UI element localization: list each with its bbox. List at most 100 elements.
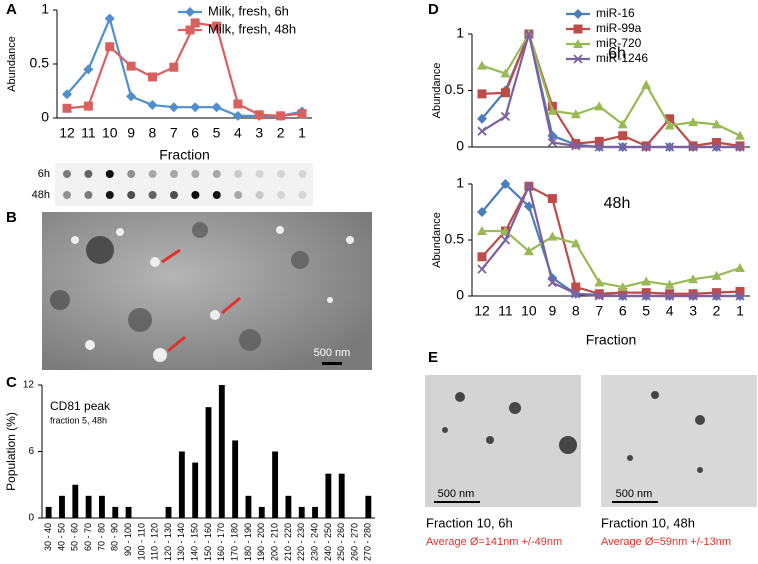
panel-letter: C (6, 374, 17, 391)
x-tick-label: 40 - 50 (56, 523, 66, 551)
x-tick-label: 5 (642, 303, 650, 319)
marker (500, 235, 511, 245)
particle (346, 236, 354, 244)
x-tick-label: 12 (59, 125, 75, 141)
x-tick-label: 3 (255, 125, 263, 141)
blot-dot (234, 170, 243, 178)
y-tick-label: 0.5 (30, 55, 50, 71)
caption: Fraction 10, 6h (426, 515, 513, 530)
panel-letter: B (6, 209, 17, 226)
x-tick-label: 1 (736, 303, 744, 319)
x-tick-label: 1 (298, 125, 306, 141)
particle (442, 427, 448, 433)
annotation: fraction 5, 48h (50, 415, 107, 425)
marker (571, 282, 581, 292)
y-tick-label: 1 (456, 25, 464, 41)
marker (664, 279, 675, 289)
marker (570, 238, 581, 248)
em-particles (442, 391, 705, 473)
marker (477, 113, 487, 124)
particle (153, 348, 167, 362)
scale-label: 500 nm (314, 347, 351, 359)
bar (112, 506, 119, 518)
marker (147, 72, 157, 82)
panel-letter: A (6, 1, 17, 18)
em-particles (50, 222, 354, 362)
blot-dot (105, 191, 114, 199)
y-tick-label: 6 (28, 446, 34, 457)
marker (168, 102, 179, 113)
marker (573, 9, 583, 19)
blot-dot (63, 170, 71, 178)
blot-dot (255, 170, 264, 178)
x-tick-label: 8 (572, 303, 580, 319)
blot-dot (191, 170, 200, 178)
marker (147, 100, 158, 111)
marker (735, 287, 745, 297)
marker (594, 136, 604, 146)
bar (285, 495, 292, 518)
marker (711, 291, 722, 301)
y-tick-label: 0 (41, 109, 49, 125)
marker (688, 142, 698, 152)
marker (83, 101, 93, 111)
particle (627, 455, 633, 461)
blot-dot (212, 170, 221, 178)
caption: Fraction 10, 48h (601, 515, 695, 530)
marker (232, 110, 243, 121)
y-axis-label: Abundance (6, 36, 18, 92)
particle (651, 391, 659, 399)
marker (571, 141, 581, 151)
x-axis-label: Fraction (586, 332, 637, 348)
y-tick-label: 0 (456, 138, 464, 154)
marker (641, 79, 652, 89)
marker (617, 119, 628, 129)
caption-average: Average Ø=59nm +/-13nm (601, 536, 731, 548)
marker (711, 270, 722, 280)
marker (618, 291, 628, 301)
x-tick-label: 7 (595, 303, 603, 319)
blot-dot (298, 191, 307, 199)
marker (62, 89, 72, 100)
marker (688, 117, 699, 127)
x-tick-label: 50 - 60 (70, 523, 80, 551)
scale-label: 500 nm (438, 488, 475, 500)
marker (547, 277, 558, 288)
blot-dot (127, 170, 136, 178)
blot-dot (255, 191, 264, 199)
particle (291, 251, 309, 269)
blot-dots (63, 170, 307, 199)
annotation: 6h (608, 45, 626, 62)
marker (665, 289, 675, 299)
line (481, 185, 740, 298)
particle (486, 436, 494, 444)
marker (735, 291, 745, 301)
marker (500, 111, 511, 122)
x-tick-label: 160 - 170 (216, 523, 226, 561)
particle (695, 415, 705, 425)
marker (547, 137, 558, 148)
bar (85, 495, 92, 518)
marker (571, 289, 581, 299)
y-tick-label: 0 (456, 287, 464, 303)
marker (126, 91, 137, 102)
blot-dot (191, 191, 200, 199)
x-tick-label: 220 - 230 (296, 523, 306, 561)
marker (618, 288, 628, 298)
marker (524, 29, 534, 39)
bar (258, 506, 265, 518)
x-tick-label: 4 (666, 303, 674, 319)
caption-average: Average Ø=141nm +/-49nm (426, 536, 562, 548)
panel-letter: E (428, 349, 438, 366)
blot-dot (63, 191, 71, 199)
bar (72, 484, 79, 518)
bar (325, 473, 332, 518)
blot-dot (84, 170, 93, 178)
em-image (425, 375, 581, 507)
scale-bar (612, 501, 658, 503)
x-tick-label: 3 (689, 303, 697, 319)
x-tick-label: 200 - 210 (269, 523, 279, 561)
particle (210, 310, 220, 320)
legend-label: miR-720 (596, 36, 642, 50)
